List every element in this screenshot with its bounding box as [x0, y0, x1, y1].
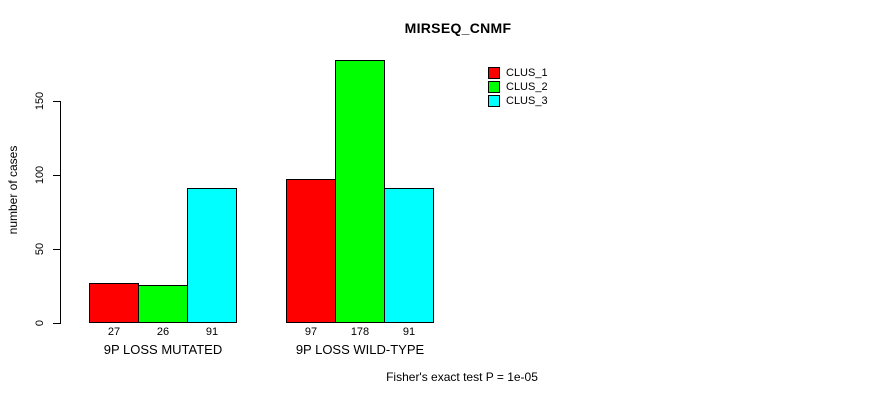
legend-label: CLUS_2 — [506, 81, 548, 93]
bar-clus_3-1 — [187, 188, 237, 323]
bar-clus_1-2 — [286, 179, 336, 323]
x-axis-category-label: 9P LOSS MUTATED — [103, 342, 223, 357]
y-axis-line — [60, 101, 61, 324]
legend: CLUS_1 CLUS_2 CLUS_3 — [488, 66, 548, 108]
legend-color-swatch-icon — [488, 81, 500, 93]
chart-title: MIRSEQ_CNMF — [404, 20, 512, 36]
legend-item: CLUS_3 — [488, 94, 548, 108]
bar-value-label: 91 — [205, 326, 219, 338]
legend-label: CLUS_3 — [506, 95, 548, 107]
bar-clus_2-2 — [335, 60, 385, 323]
bar-clus_1-1 — [89, 283, 139, 323]
y-tick-label: 0 — [34, 319, 46, 327]
bar-clus_2-1 — [138, 285, 188, 323]
bar-value-label: 178 — [350, 326, 370, 338]
y-tick-mark — [53, 101, 60, 102]
bar-value-label: 91 — [402, 326, 416, 338]
legend-color-swatch-icon — [488, 95, 500, 107]
y-tick-mark — [53, 323, 60, 324]
y-tick-label: 100 — [34, 165, 46, 185]
bar-clus_3-2 — [384, 188, 434, 323]
x-axis-category-label: 9P LOSS WILD-TYPE — [295, 342, 425, 357]
legend-label: CLUS_1 — [506, 67, 548, 79]
bar-value-label: 97 — [304, 326, 318, 338]
footnote-pvalue: Fisher's exact test P = 1e-05 — [386, 370, 538, 384]
y-tick-mark — [53, 249, 60, 250]
y-tick-mark — [53, 175, 60, 176]
legend-item: CLUS_2 — [488, 80, 548, 94]
bar-value-label: 27 — [107, 326, 121, 338]
y-tick-label: 50 — [34, 242, 46, 256]
y-tick-label: 150 — [34, 91, 46, 111]
y-axis-title: number of cases — [6, 145, 20, 235]
legend-color-swatch-icon — [488, 67, 500, 79]
legend-item: CLUS_1 — [488, 66, 548, 80]
bar-value-label: 26 — [156, 326, 170, 338]
